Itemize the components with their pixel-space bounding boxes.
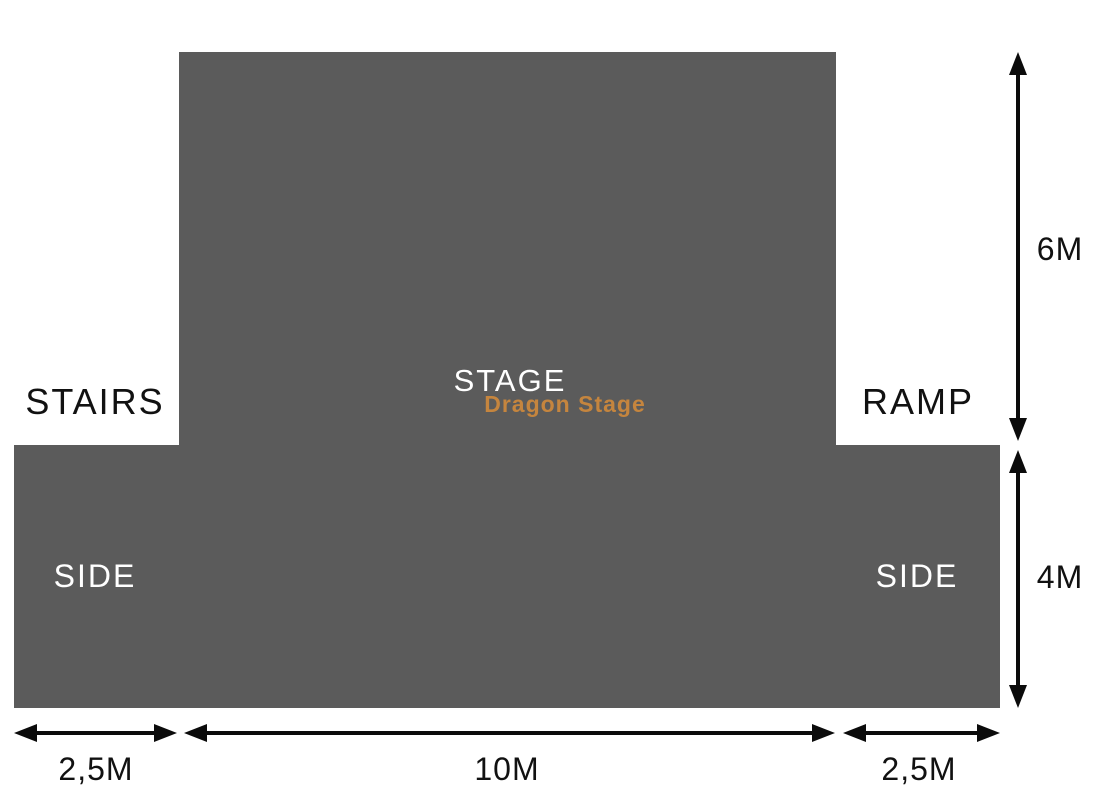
dim-label-4m: 4M [1036,559,1084,595]
dim-arrow-6m [1009,52,1027,441]
dim-label-10m: 10M [474,751,540,787]
stairs-label: STAIRS [25,381,165,422]
stage-subtitle-label: Dragon Stage [484,391,646,417]
dim-arrow-4m-head-bottom [1009,685,1027,708]
dim-arrow-10m-head-right [812,724,835,742]
dim-arrow-10m [184,724,835,742]
dim-arrow-6m-head-top [1009,52,1027,75]
dim-label-2-5m-left: 2,5M [58,751,134,787]
dim-arrow-2-5m-right-head-right [977,724,1000,742]
dim-label-2-5m-right: 2,5M [881,751,957,787]
dim-arrow-6m-head-bottom [1009,418,1027,441]
dim-arrow-4m [1009,450,1027,708]
dim-label-6m: 6M [1036,231,1084,267]
dim-arrow-2-5m-left [14,724,177,742]
stage-label: STAGE [453,363,567,398]
dim-arrow-4m-head-top [1009,450,1027,473]
side-right-label: SIDE [875,558,959,594]
dim-arrow-2-5m-left-head-left [14,724,37,742]
dim-arrow-2-5m-right [843,724,1000,742]
ramp-label: RAMP [861,381,975,422]
dim-arrow-2-5m-right-head-left [843,724,866,742]
dim-arrow-2-5m-left-head-right [154,724,177,742]
stage-shape [14,52,1000,708]
dim-arrow-10m-head-left [184,724,207,742]
side-left-label: SIDE [53,558,137,594]
